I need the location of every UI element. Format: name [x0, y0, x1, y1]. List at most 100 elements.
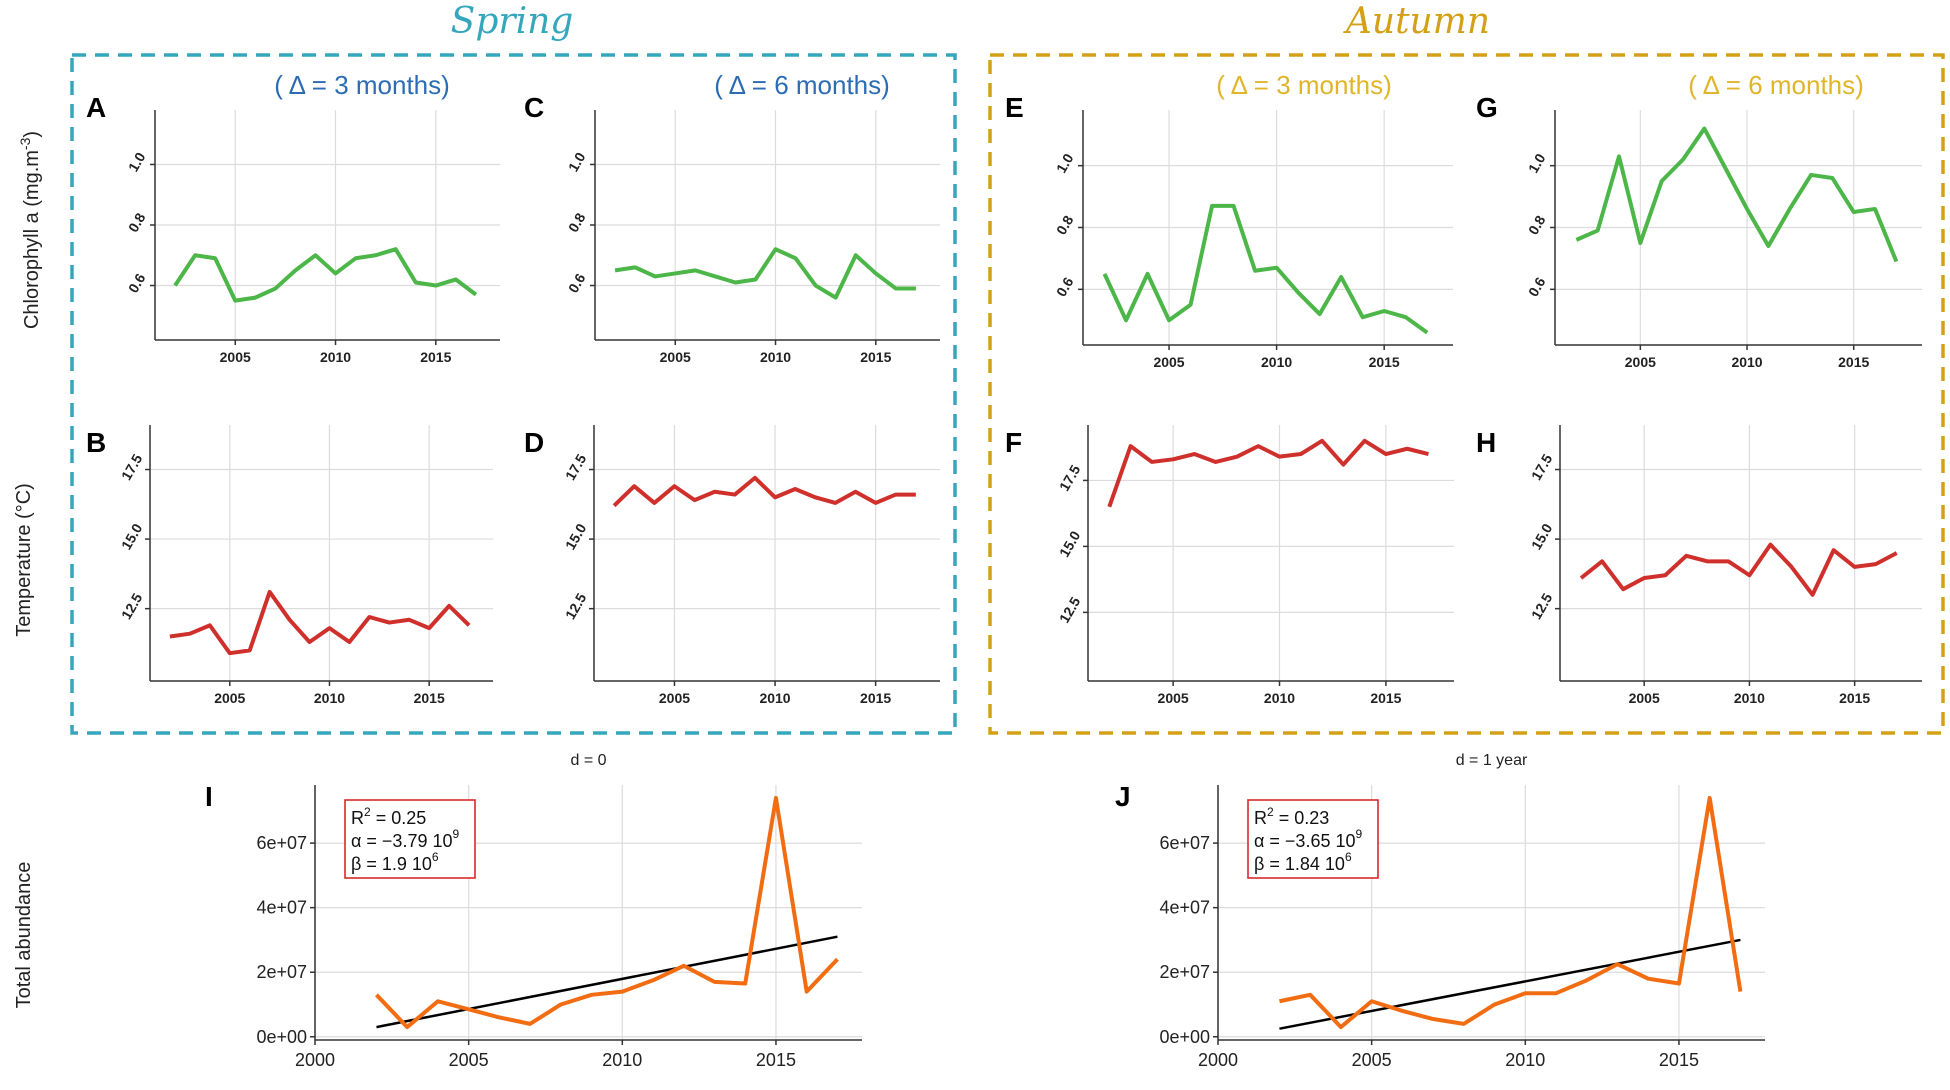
y-tick-label: 0.6 — [1525, 274, 1549, 299]
panel-a: 2005 2010 2015 0.6 0.8 1.0 A ( Δ = 3 months) — [86, 70, 500, 365]
x-tick-label: 2010 — [1731, 354, 1762, 370]
y-tick-label: 1.0 — [565, 149, 589, 174]
series-line — [1102, 203, 1429, 335]
y-tick-label: 17.5 — [1528, 451, 1556, 483]
y-tick-label: 2e+07 — [256, 962, 307, 982]
y-tick-label: 15.0 — [1056, 528, 1084, 560]
x-tick-label: 2005 — [1352, 1050, 1392, 1070]
y-tick-label: 15.0 — [562, 521, 590, 553]
panel-e: 2005 2010 2015 0.6 0.8 1.0 E ( Δ = 3 months) — [1005, 70, 1453, 370]
y-tick-label: 6e+07 — [1159, 833, 1210, 853]
panel-b: 2005 2010 2015 12.5 15.0 17.5 B — [86, 425, 493, 706]
panel-subtitle: d = 1 year — [1456, 752, 1528, 769]
panel-letter: C — [524, 92, 544, 123]
y-tick-label: 15.0 — [118, 521, 146, 553]
y-tick-label: 17.5 — [118, 451, 146, 483]
series-line — [1107, 438, 1429, 508]
stats-box — [1247, 799, 1379, 879]
y-tick-label: 0.8 — [565, 210, 589, 235]
delta-label: ( Δ = 3 months) — [1216, 70, 1392, 100]
y-tick-label: 15.0 — [1528, 521, 1556, 553]
x-tick-label: 2015 — [1839, 690, 1870, 706]
panel-h: 2005 2010 2015 12.5 15.0 17.5 H — [1476, 425, 1922, 706]
x-tick-label: 2010 — [1261, 354, 1292, 370]
y-tick-label: 17.5 — [1056, 462, 1084, 494]
y-tick-label: 12.5 — [1056, 594, 1084, 626]
y-tick-label: 0.6 — [565, 270, 589, 295]
y-tick-label: 0.8 — [1053, 212, 1077, 237]
panel-letter: E — [1005, 92, 1024, 123]
r2-label: R2 = 0.25 — [351, 805, 426, 828]
trend-line — [376, 935, 838, 1029]
alpha-label: α = −3.79 109 — [351, 827, 460, 851]
x-tick-label: 2015 — [860, 690, 891, 706]
y-tick-label: 12.5 — [1528, 590, 1556, 622]
y-tick-label: 2e+07 — [1159, 962, 1210, 982]
x-tick-label: 2015 — [1659, 1050, 1699, 1070]
x-tick-label: 2015 — [1369, 354, 1400, 370]
x-tick-label: 2015 — [1838, 354, 1869, 370]
x-tick-label: 2005 — [1158, 690, 1189, 706]
alpha-label: α = −3.65 109 — [1254, 827, 1363, 851]
y-tick-label: 0.8 — [1525, 212, 1549, 237]
panel-letter: I — [205, 781, 213, 812]
series-line — [614, 247, 916, 300]
y-tick-label: 12.5 — [562, 590, 590, 622]
r2-label: R2 = 0.23 — [1254, 805, 1329, 828]
x-tick-label: 2005 — [214, 690, 245, 706]
x-tick-label: 2010 — [1505, 1050, 1545, 1070]
x-tick-label: 2005 — [1153, 354, 1184, 370]
y-tick-label: 1.0 — [1525, 151, 1549, 176]
stats-box — [344, 799, 476, 879]
x-tick-label: 2000 — [295, 1050, 335, 1070]
x-tick-label: 2010 — [1734, 690, 1765, 706]
panel-f: 2005 2010 2015 12.5 15.0 17.5 F — [1005, 425, 1454, 706]
spring-header: Spring — [451, 1, 574, 42]
beta-label: β = 1.84 106 — [1254, 850, 1352, 874]
panel-i: 2000 2005 2010 2015 0e+00 2e+07 4e+07 6e+07 Id =… — [205, 752, 862, 1070]
x-tick-label: 2015 — [414, 690, 445, 706]
panel-letter: J — [1115, 781, 1131, 812]
panel-c: 2005 2010 2015 0.6 0.8 1.0 C ( Δ = 6 months) — [524, 70, 940, 365]
series-line — [1579, 542, 1898, 597]
x-tick-label: 2005 — [1625, 354, 1656, 370]
panel-letter: H — [1476, 427, 1496, 458]
y-tick-label: 0.6 — [125, 270, 149, 295]
y-tick-label: 1.0 — [125, 149, 149, 174]
panel-letter: F — [1005, 427, 1022, 458]
autumn-box — [988, 53, 1945, 735]
y-tick-label: 0.8 — [125, 210, 149, 235]
x-tick-label: 2015 — [756, 1050, 796, 1070]
temp-ylabel: Temperature (°C) — [13, 483, 35, 637]
y-tick-label: 0e+00 — [256, 1027, 307, 1047]
y-tick-label: 4e+07 — [256, 898, 307, 918]
x-tick-label: 2010 — [759, 690, 790, 706]
series-line — [612, 475, 916, 508]
x-tick-label: 2005 — [449, 1050, 489, 1070]
panel-d: 2005 2010 2015 12.5 15.0 17.5 D — [524, 425, 940, 706]
series-line — [1575, 126, 1899, 263]
svg-text:Chlorophyll a (mg.m-3): Chlorophyll a (mg.m-3) — [17, 131, 43, 329]
x-tick-label: 2000 — [1198, 1050, 1238, 1070]
y-tick-label: 0.6 — [1053, 274, 1077, 299]
series-line — [1279, 795, 1743, 1030]
x-tick-label: 2010 — [1264, 690, 1295, 706]
x-tick-label: 2010 — [760, 349, 791, 365]
autumn-header: Autumn — [1343, 1, 1490, 42]
x-tick-label: 2005 — [659, 690, 690, 706]
delta-label: ( Δ = 3 months) — [274, 70, 450, 100]
abund-ylabel: Total abundance — [13, 862, 35, 1009]
y-tick-label: 6e+07 — [256, 833, 307, 853]
panel-j: 2000 2005 2010 2015 0e+00 2e+07 4e+07 6e+07 Jd =… — [1115, 752, 1765, 1070]
panel-letter: G — [1476, 92, 1498, 123]
series-line — [173, 247, 478, 303]
panel-subtitle: d = 0 — [570, 752, 606, 769]
beta-label: β = 1.9 106 — [351, 850, 439, 874]
panel-g: 2005 2010 2015 0.6 0.8 1.0 G ( Δ = 6 months) — [1476, 70, 1922, 370]
delta-label: ( Δ = 6 months) — [1688, 70, 1864, 100]
x-tick-label: 2010 — [314, 690, 345, 706]
spring-box — [70, 53, 957, 735]
y-tick-label: 0e+00 — [1159, 1027, 1210, 1047]
